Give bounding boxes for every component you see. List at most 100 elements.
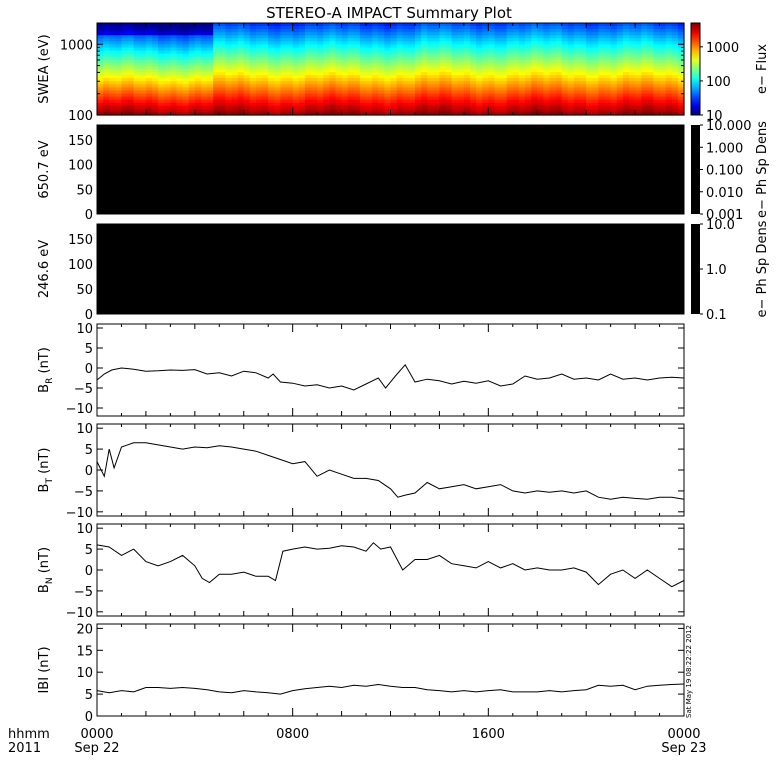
spectrogram-cell bbox=[531, 44, 538, 49]
spectrogram-cell bbox=[469, 44, 477, 49]
spectrogram-cell bbox=[158, 69, 165, 73]
spectrogram-cell bbox=[298, 69, 306, 73]
spectrogram-cell bbox=[133, 111, 141, 116]
spectrogram-cell bbox=[555, 78, 563, 82]
spectrogram-cell bbox=[433, 50, 441, 55]
spectrogram-cell bbox=[366, 56, 373, 61]
spectrogram-cell bbox=[317, 38, 324, 42]
spectrogram-cell bbox=[359, 90, 367, 95]
spectrogram-cell bbox=[622, 44, 630, 49]
spectrogram-cell bbox=[152, 62, 159, 67]
spectrogram-cell bbox=[213, 84, 220, 88]
spectrogram-cell bbox=[604, 111, 612, 116]
spectrogram-cell bbox=[207, 87, 214, 92]
spectrogram-cell bbox=[366, 29, 373, 33]
spectrogram-cell bbox=[366, 38, 373, 42]
spectrogram-cell bbox=[317, 84, 324, 88]
spectrogram-cell bbox=[121, 41, 129, 46]
spectrogram-cell bbox=[366, 90, 373, 95]
spectrogram-cell bbox=[433, 62, 441, 67]
spectrogram-cell bbox=[200, 93, 208, 98]
spectrogram-cell bbox=[359, 69, 367, 73]
spectrogram-cell bbox=[298, 50, 306, 55]
spectrogram-cell bbox=[494, 69, 502, 73]
spectrogram-cell bbox=[543, 38, 551, 42]
spectrogram-cell bbox=[598, 62, 606, 67]
spectrogram-cell bbox=[378, 44, 385, 49]
spectrogram-cell bbox=[512, 111, 520, 116]
spectrogram-cell bbox=[219, 108, 226, 113]
spectrogram-cell bbox=[567, 99, 575, 104]
spectrogram-cell bbox=[671, 108, 679, 113]
spectrogram-cell bbox=[543, 87, 551, 92]
spectrogram-cell bbox=[659, 23, 667, 27]
spectrogram-cell bbox=[592, 108, 599, 113]
spectrogram-cell bbox=[139, 41, 147, 46]
spectrogram-cell bbox=[274, 99, 282, 104]
spectrogram-cell bbox=[359, 47, 367, 52]
spectrogram-cell bbox=[537, 84, 544, 88]
spectrogram-cell bbox=[665, 78, 673, 82]
spectrogram-cell bbox=[255, 56, 263, 61]
spectrogram-cell bbox=[353, 102, 361, 107]
spectrogram-cell bbox=[659, 93, 667, 98]
spectrogram-cell bbox=[249, 102, 257, 107]
spectrogram-cell bbox=[518, 69, 526, 73]
spectrogram-cell bbox=[317, 69, 324, 73]
spectrogram-cell bbox=[286, 32, 294, 36]
spectrogram-cell bbox=[433, 69, 441, 73]
spectrogram-cell bbox=[158, 53, 165, 58]
spectrogram-cell bbox=[445, 69, 453, 73]
spectrogram-cell bbox=[341, 59, 349, 64]
spectrogram-cell bbox=[414, 59, 422, 64]
spectrogram-cell bbox=[115, 99, 123, 104]
spectrogram-cell bbox=[518, 44, 526, 49]
spectrogram-cell bbox=[207, 102, 214, 107]
spectrogram-cell bbox=[500, 96, 508, 101]
spectrogram-cell bbox=[439, 69, 447, 73]
spectrogram-cell bbox=[219, 111, 226, 116]
spectrogram-cell bbox=[402, 26, 410, 30]
spectrogram-cell bbox=[616, 41, 624, 46]
y-tick-label: 5 bbox=[85, 543, 93, 558]
spectrogram-cell bbox=[573, 96, 581, 101]
spectrogram-cell bbox=[335, 96, 343, 101]
spectrogram-cell bbox=[408, 84, 416, 88]
spectrogram-cell bbox=[237, 26, 245, 30]
spectrogram-cell bbox=[653, 50, 661, 55]
spectrogram-cell bbox=[133, 93, 141, 98]
spectrogram-cell bbox=[115, 81, 123, 85]
spectrogram-cell bbox=[97, 108, 104, 113]
y-tick-label: 5 bbox=[85, 443, 93, 458]
spectrogram-cell bbox=[641, 108, 648, 113]
spectrogram-cell bbox=[145, 56, 153, 61]
spectrogram-cell bbox=[616, 38, 624, 42]
spectrogram-cell bbox=[304, 90, 312, 95]
spectrogram-cell bbox=[323, 23, 330, 27]
spectrogram-cell bbox=[255, 96, 263, 101]
y-axis-label-main: B bbox=[37, 484, 52, 493]
spectrogram-cell bbox=[592, 65, 599, 70]
spectrogram-cell bbox=[286, 62, 294, 67]
spectrogram-cell bbox=[298, 93, 306, 98]
spectrogram-cell bbox=[463, 69, 471, 73]
spectrogram-cell bbox=[543, 84, 551, 88]
spectrogram-cell bbox=[243, 35, 251, 39]
spectrogram-cell bbox=[372, 81, 379, 85]
spectrogram-cell bbox=[298, 23, 306, 27]
spectrogram-cell bbox=[341, 35, 349, 39]
spectrogram-cell bbox=[243, 50, 251, 55]
spectrogram-cell bbox=[225, 56, 233, 61]
spectrogram-cell bbox=[359, 102, 367, 107]
spectrogram-cell bbox=[555, 50, 563, 55]
spectrogram-cell bbox=[231, 44, 239, 49]
spectrogram-cell bbox=[213, 29, 220, 33]
spectrogram-cell bbox=[97, 32, 104, 36]
y-tick-label: −10 bbox=[66, 606, 93, 621]
spectrogram-cell bbox=[469, 59, 477, 64]
spectrogram-cell bbox=[671, 47, 679, 52]
spectrogram-cell bbox=[109, 93, 116, 98]
spectrogram-cell bbox=[457, 59, 465, 64]
spectrogram-cell bbox=[378, 47, 385, 52]
spectrogram-cell bbox=[592, 105, 599, 110]
